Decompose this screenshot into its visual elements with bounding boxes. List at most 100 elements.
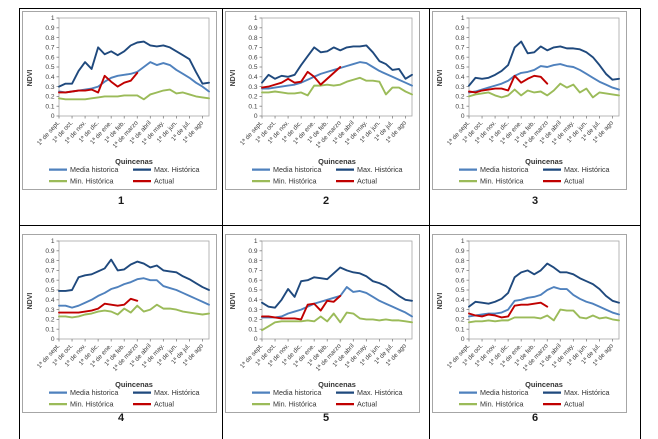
series-line-min-hist-rica bbox=[58, 88, 210, 101]
legend-label-max-hist-rica: Max. Histórica bbox=[357, 165, 403, 174]
chart-number-1: 1 bbox=[117, 195, 125, 207]
table-cell-6: 1 0.9 0.8 0.7 0.6 0.5 0.4 0.3 0.2 0.1 0 1ª de sept.… bbox=[429, 226, 641, 439]
legend-label-media-historica: Media historica bbox=[480, 165, 528, 174]
series-line-min-hist-rica bbox=[468, 82, 620, 99]
y-tick-label: 0.4 bbox=[45, 74, 54, 81]
legend-label-max-hist-rica: Max. Histórica bbox=[564, 388, 610, 397]
legend-label-max-hist-rica: Max. Histórica bbox=[154, 165, 200, 174]
y-tick-label: 0.6 bbox=[45, 277, 54, 284]
legend-label-min-hist-rica: Min. Histórica bbox=[273, 400, 317, 409]
chart-number-5: 5 bbox=[322, 412, 330, 424]
y-tick-label: 0.6 bbox=[455, 54, 464, 61]
y-tick-label: 0.7 bbox=[45, 268, 54, 275]
series-line-max-hist-rica bbox=[468, 262, 620, 308]
y-tick-label: 0.6 bbox=[248, 277, 257, 284]
y-tick-label: 0.8 bbox=[455, 35, 464, 42]
y-tick-label: 0.6 bbox=[455, 277, 464, 284]
y-tick-label: 0.1 bbox=[248, 326, 257, 333]
series-line-media-historica bbox=[58, 277, 210, 309]
plot-area bbox=[468, 240, 620, 340]
y-tick-label: 0 bbox=[254, 336, 258, 343]
y-tick-label: 1 bbox=[254, 238, 258, 245]
y-tick-label: 0.3 bbox=[248, 84, 257, 91]
y-tick-label: 0.9 bbox=[455, 25, 464, 32]
ndvi-chart-4: 1 0.9 0.8 0.7 0.6 0.5 0.4 0.3 0.2 0.1 0 1ª de sept.… bbox=[22, 234, 217, 413]
y-tick-label: 0.9 bbox=[455, 248, 464, 255]
y-tick-label: 0.3 bbox=[45, 84, 54, 91]
table-cell-1: 1 0.9 0.8 0.7 0.6 0.5 0.4 0.3 0.2 0.1 0 1ª de sept.… bbox=[19, 9, 222, 226]
table-cell-2: 1 0.9 0.8 0.7 0.6 0.5 0.4 0.3 0.2 0.1 0 1ª de sept.… bbox=[222, 9, 429, 226]
legend-label-min-hist-rica: Min. Histórica bbox=[480, 177, 524, 186]
ndvi-chart-1: 1 0.9 0.8 0.7 0.6 0.5 0.4 0.3 0.2 0.1 0 1ª de sept.… bbox=[22, 11, 217, 190]
series-line-max-hist-rica bbox=[261, 266, 413, 309]
y-tick-label: 0.3 bbox=[455, 84, 464, 91]
series-line-actual bbox=[468, 74, 549, 94]
legend-label-media-historica: Media historica bbox=[70, 388, 118, 397]
table-cell-5: 1 0.9 0.8 0.7 0.6 0.5 0.4 0.3 0.2 0.1 0 1ª de sept.… bbox=[222, 226, 429, 439]
charts-table: 1 0.9 0.8 0.7 0.6 0.5 0.4 0.3 0.2 0.1 0 1ª de sept.… bbox=[19, 8, 641, 439]
y-tick-label: 0.8 bbox=[45, 35, 54, 42]
y-tick-label: 0 bbox=[51, 336, 55, 343]
y-tick-label: 0.7 bbox=[45, 45, 54, 52]
x-axis-title: Quincenas bbox=[318, 380, 356, 389]
y-tick-label: 0.2 bbox=[45, 317, 54, 324]
chart-number-6: 6 bbox=[531, 412, 539, 424]
y-tick-label: 0.7 bbox=[455, 268, 464, 275]
y-tick-label: 0.5 bbox=[45, 287, 54, 294]
legend-label-max-hist-rica: Max. Histórica bbox=[154, 388, 200, 397]
table-cell-3: 1 0.9 0.8 0.7 0.6 0.5 0.4 0.3 0.2 0.1 0 1ª de sept.… bbox=[429, 9, 641, 226]
series-line-actual bbox=[261, 66, 342, 89]
y-tick-label: 0.4 bbox=[455, 74, 464, 81]
y-tick-label: 1 bbox=[461, 238, 465, 245]
y-tick-label: 0.4 bbox=[248, 74, 257, 81]
plot-area bbox=[58, 240, 210, 340]
y-tick-label: 1 bbox=[254, 15, 258, 22]
legend-label-min-hist-rica: Min. Histórica bbox=[70, 177, 114, 186]
y-tick-label: 0.1 bbox=[45, 326, 54, 333]
table-cell-4: 1 0.9 0.8 0.7 0.6 0.5 0.4 0.3 0.2 0.1 0 1ª de sept.… bbox=[19, 226, 222, 439]
y-axis-title: NDVI bbox=[27, 70, 34, 87]
series-line-media-historica bbox=[261, 286, 413, 319]
legend-label-media-historica: Media historica bbox=[480, 388, 528, 397]
x-axis-title: Quincenas bbox=[525, 157, 563, 166]
y-tick-label: 0.9 bbox=[45, 248, 54, 255]
y-tick-label: 0.3 bbox=[455, 307, 464, 314]
y-tick-label: 0 bbox=[51, 113, 55, 120]
legend-label-min-hist-rica: Min. Histórica bbox=[480, 400, 524, 409]
series-line-actual bbox=[261, 294, 342, 321]
series-line-actual bbox=[468, 301, 549, 319]
y-tick-label: 0.3 bbox=[45, 307, 54, 314]
y-axis-title: NDVI bbox=[230, 70, 237, 87]
y-tick-label: 0.2 bbox=[455, 94, 464, 101]
series-line-media-historica bbox=[468, 63, 620, 94]
y-tick-label: 0 bbox=[461, 336, 465, 343]
y-tick-label: 0.2 bbox=[248, 94, 257, 101]
legend-label-min-hist-rica: Min. Histórica bbox=[70, 400, 114, 409]
legend-label-actual: Actual bbox=[564, 177, 584, 186]
y-tick-label: 0.5 bbox=[248, 64, 257, 71]
y-tick-label: 0.2 bbox=[45, 94, 54, 101]
legend-label-actual: Actual bbox=[154, 177, 174, 186]
y-tick-label: 0.4 bbox=[45, 297, 54, 304]
y-tick-label: 0.1 bbox=[45, 103, 54, 110]
series-line-actual bbox=[58, 297, 139, 314]
y-tick-label: 1 bbox=[51, 238, 55, 245]
y-tick-label: 0 bbox=[254, 113, 258, 120]
y-tick-label: 0.7 bbox=[248, 45, 257, 52]
y-tick-label: 0.7 bbox=[455, 45, 464, 52]
x-axis-title: Quincenas bbox=[115, 157, 153, 166]
y-tick-label: 0.4 bbox=[248, 297, 257, 304]
y-tick-label: 0 bbox=[461, 113, 465, 120]
chart-number-4: 4 bbox=[117, 412, 125, 424]
y-tick-label: 0.5 bbox=[248, 287, 257, 294]
ndvi-chart-6: 1 0.9 0.8 0.7 0.6 0.5 0.4 0.3 0.2 0.1 0 1ª de sept.… bbox=[432, 234, 627, 413]
series-line-min-hist-rica bbox=[468, 308, 620, 324]
y-tick-label: 1 bbox=[51, 15, 55, 22]
y-tick-label: 0.9 bbox=[248, 25, 257, 32]
y-tick-label: 0.1 bbox=[248, 103, 257, 110]
y-tick-label: 0.4 bbox=[455, 297, 464, 304]
